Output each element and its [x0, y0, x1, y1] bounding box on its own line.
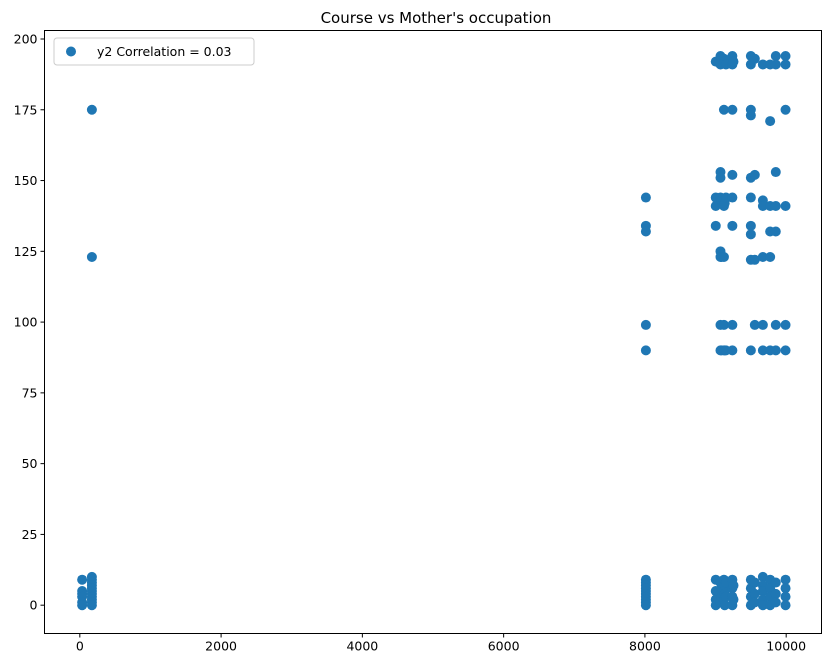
data-point: [710, 220, 721, 231]
data-point: [745, 345, 756, 356]
data-point: [77, 574, 88, 585]
data-point: [780, 319, 791, 330]
y-tick-label: 200: [14, 31, 38, 46]
data-point: [718, 251, 729, 262]
data-point: [780, 201, 791, 212]
chart-title: Course vs Mother's occupation: [321, 9, 552, 27]
data-point: [727, 345, 738, 356]
legend-marker: [66, 46, 76, 57]
data-point: [780, 591, 791, 602]
data-point: [780, 104, 791, 115]
data-point: [728, 56, 739, 67]
data-point: [770, 345, 781, 356]
x-tick-label: 0: [76, 639, 84, 654]
data-point: [745, 110, 756, 121]
data-point: [765, 116, 776, 127]
data-point: [727, 169, 738, 180]
data-point: [770, 50, 781, 61]
data-point: [727, 104, 738, 115]
x-tick-label: 6000: [488, 639, 520, 654]
data-point: [86, 251, 97, 262]
y-tick-label: 0: [30, 598, 38, 613]
data-point: [770, 577, 781, 588]
data-point: [757, 201, 768, 212]
data-point: [727, 192, 738, 203]
data-point: [757, 59, 768, 70]
data-point: [640, 226, 651, 237]
data-point: [727, 220, 738, 231]
data-point: [780, 59, 791, 70]
data-point: [780, 345, 791, 356]
x-tick-label: 8000: [629, 639, 661, 654]
data-point: [770, 226, 781, 237]
y-tick-label: 25: [22, 527, 38, 542]
data-point: [640, 345, 651, 356]
data-point: [770, 167, 781, 178]
data-point: [757, 319, 768, 330]
y-tick-label: 175: [14, 102, 38, 117]
y-tick-label: 125: [14, 244, 38, 259]
data-point: [640, 600, 651, 611]
data-point: [757, 345, 768, 356]
data-point: [715, 172, 726, 183]
y-tick-label: 75: [22, 385, 38, 400]
data-point: [780, 574, 791, 585]
data-point: [640, 192, 651, 203]
y-axis-ticks: 0 25 50 75 100 125 150 175 200: [14, 31, 45, 613]
data-point: [718, 104, 729, 115]
data-point: [745, 229, 756, 240]
data-point: [728, 580, 739, 591]
legend: y2 Correlation = 0.03: [53, 37, 255, 66]
y-tick-label: 50: [22, 456, 38, 471]
data-point: [640, 319, 651, 330]
data-point: [749, 254, 760, 265]
data-point: [757, 251, 768, 262]
plot-frame: [44, 30, 822, 634]
data-point: [86, 600, 97, 611]
x-tick-label: 4000: [346, 639, 378, 654]
data-point: [727, 319, 738, 330]
data-point: [749, 53, 760, 64]
scatter-points: [77, 50, 791, 611]
data-point: [718, 319, 729, 330]
data-point: [770, 319, 781, 330]
data-point: [770, 588, 781, 599]
x-tick-label: 2000: [205, 639, 237, 654]
data-point: [719, 600, 730, 611]
data-point: [770, 201, 781, 212]
y-tick-label: 150: [14, 173, 38, 188]
data-point: [749, 169, 760, 180]
data-point: [757, 600, 768, 611]
data-point: [780, 50, 791, 61]
data-point: [728, 594, 739, 605]
data-point: [770, 59, 781, 70]
data-point: [780, 600, 791, 611]
x-tick-label: 10000: [766, 639, 806, 654]
data-point: [749, 597, 760, 608]
data-point: [86, 104, 97, 115]
data-point: [745, 220, 756, 231]
data-point: [77, 600, 88, 611]
data-point: [749, 319, 760, 330]
data-point: [745, 192, 756, 203]
data-point: [749, 588, 760, 599]
legend-label: y2 Correlation = 0.03: [97, 44, 232, 59]
data-point: [749, 577, 760, 588]
y-tick-label: 100: [14, 315, 38, 330]
x-axis-ticks: 0 2000 4000 6000 8000 10000: [76, 633, 806, 654]
data-point: [780, 583, 791, 594]
data-point: [770, 597, 781, 608]
legend-box: [53, 37, 255, 66]
data-point: [765, 251, 776, 262]
